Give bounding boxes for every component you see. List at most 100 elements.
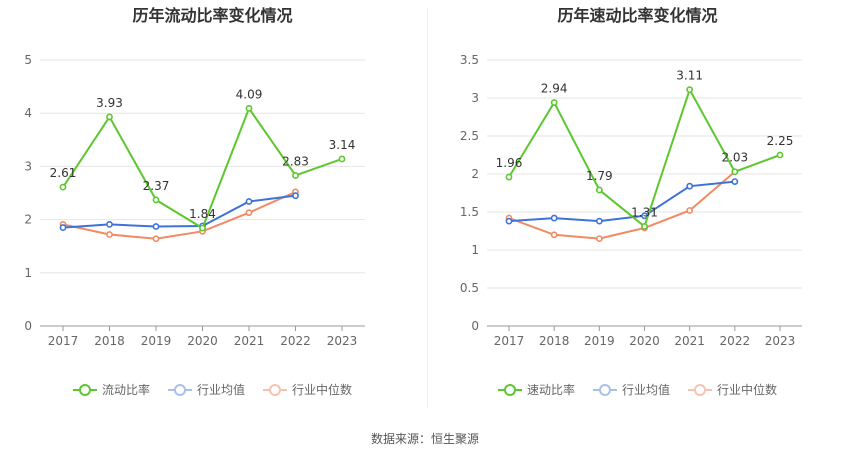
data-point (595, 186, 603, 194)
data-point (550, 231, 558, 239)
x-tick-label: 2019 (141, 334, 172, 348)
data-point (106, 220, 113, 228)
data-point (550, 214, 558, 222)
legend-label: 行业均值 (621, 383, 670, 397)
legend-line-icon (263, 383, 287, 397)
legend-line-icon (72, 383, 97, 397)
legend-item-industry-median[interactable]: 行业中位数 (688, 381, 777, 398)
y-tick-label: 3.5 (460, 53, 479, 67)
x-tick-label: 2017 (48, 334, 79, 348)
data-point (152, 223, 160, 230)
y-tick-label: 2.5 (460, 129, 479, 143)
legend-item-industry-mean[interactable]: 行业均值 (167, 381, 245, 398)
data-point (338, 155, 346, 163)
series-line (62, 191, 296, 240)
legend-line-icon (497, 383, 522, 397)
y-tick-label: 5 (24, 53, 32, 67)
y-tick-label: 0.5 (460, 281, 479, 295)
data-point (686, 207, 694, 214)
y-tick-label: 4 (24, 106, 32, 120)
legend-line-icon (592, 383, 617, 397)
data-point (292, 172, 299, 179)
data-point (505, 173, 513, 181)
legend-label: 行业中位数 (292, 383, 353, 397)
data-point (59, 183, 67, 191)
data-point (292, 192, 299, 200)
data-label: 2.03 (721, 151, 748, 165)
quick-ratio-chart: 历年速动比率变化情况 0 0.5 1 1.5 2 2.5 3 3.5 2017 2018 2019 2… (425, 0, 850, 410)
data-point (731, 178, 739, 185)
data-label: 1.31 (631, 205, 658, 219)
y-tick-label: 1 (24, 266, 32, 280)
y-tick-label: 1.5 (460, 205, 479, 219)
y-tick-label: 3 (24, 159, 32, 173)
panel-divider (427, 8, 428, 408)
y-tick-label: 1 (471, 243, 479, 257)
x-tick-label: 2019 (584, 334, 615, 348)
data-label: 2.94 (541, 82, 568, 96)
data-label: 2.37 (143, 179, 170, 193)
data-point (152, 235, 160, 243)
legend-line-icon (167, 383, 192, 397)
data-point (595, 235, 603, 242)
x-tick-label: 2020 (187, 334, 218, 348)
x-tick-label: 2021 (234, 334, 265, 348)
data-point (245, 105, 253, 112)
data-point (686, 182, 694, 190)
legend-label: 行业均值 (196, 383, 245, 397)
quick-ratio-plot: 0 0.5 1 1.5 2 2.5 3 3.5 2017 2018 2019 2020 2021 2022… (460, 53, 802, 348)
data-point (245, 209, 253, 217)
data-label: 1.96 (496, 156, 523, 170)
data-label: 1.79 (586, 169, 613, 183)
data-point (106, 231, 113, 238)
data-point (152, 196, 160, 204)
data-point (106, 113, 113, 121)
y-tick-label: 2 (24, 213, 32, 227)
data-point (776, 151, 784, 159)
data-label: 2.83 (282, 154, 309, 168)
current-ratio-chart: 历年流动比率变化情况 0 1 2 3 4 5 2017 2018 2019 2020 2021 202… (0, 0, 425, 410)
data-point (199, 224, 206, 232)
x-tick-label: 2022 (720, 334, 751, 348)
series-line (508, 170, 736, 240)
data-label: 3.93 (96, 96, 123, 110)
x-tick-label: 2021 (674, 334, 705, 348)
legend-item-industry-median[interactable]: 行业中位数 (263, 381, 352, 398)
legend-label: 流动比率 (101, 383, 150, 397)
chart-legend: 流动比率 行业均值 行业中位数 (0, 381, 425, 398)
data-point (245, 198, 253, 205)
x-tick-label: 2023 (327, 334, 358, 348)
data-point (595, 217, 603, 225)
y-tick-label: 2 (471, 167, 479, 181)
data-label: 2.61 (50, 166, 77, 180)
data-point (59, 224, 67, 231)
data-label: 4.09 (236, 87, 263, 101)
y-tick-label: 3 (471, 91, 479, 105)
legend-item-current-ratio[interactable]: 流动比率 (72, 381, 150, 398)
x-tick-label: 2018 (94, 334, 125, 348)
legend-line-icon (688, 383, 712, 397)
x-tick-label: 2017 (494, 334, 525, 348)
series-line (508, 180, 735, 223)
legend-item-quick-ratio[interactable]: 速动比率 (497, 381, 575, 398)
chart-title: 历年速动比率变化情况 (557, 6, 718, 25)
legend-label: 行业中位数 (717, 383, 778, 397)
x-tick-label: 2018 (539, 334, 570, 348)
y-tick-label: 0 (471, 319, 479, 333)
data-label: 3.14 (329, 138, 356, 152)
data-point (641, 223, 648, 230)
chart-title: 历年流动比率变化情况 (132, 6, 293, 25)
data-source-note: 数据来源：恒生聚源 (370, 432, 479, 446)
x-tick-label: 2022 (280, 334, 311, 348)
data-label: 1.84 (189, 207, 216, 221)
data-point (505, 217, 513, 225)
data-label: 2.25 (767, 134, 794, 148)
data-point (550, 99, 558, 106)
data-point (731, 168, 739, 176)
data-point (686, 86, 694, 94)
x-tick-label: 2023 (765, 334, 796, 348)
legend-item-industry-mean[interactable]: 行业均值 (592, 381, 670, 398)
current-ratio-plot: 0 1 2 3 4 5 2017 2018 2019 2020 2021 2022 2023 2.61 3.… (24, 53, 365, 348)
chart-legend: 速动比率 行业均值 行业中位数 (425, 381, 850, 398)
data-label: 3.11 (676, 69, 703, 83)
